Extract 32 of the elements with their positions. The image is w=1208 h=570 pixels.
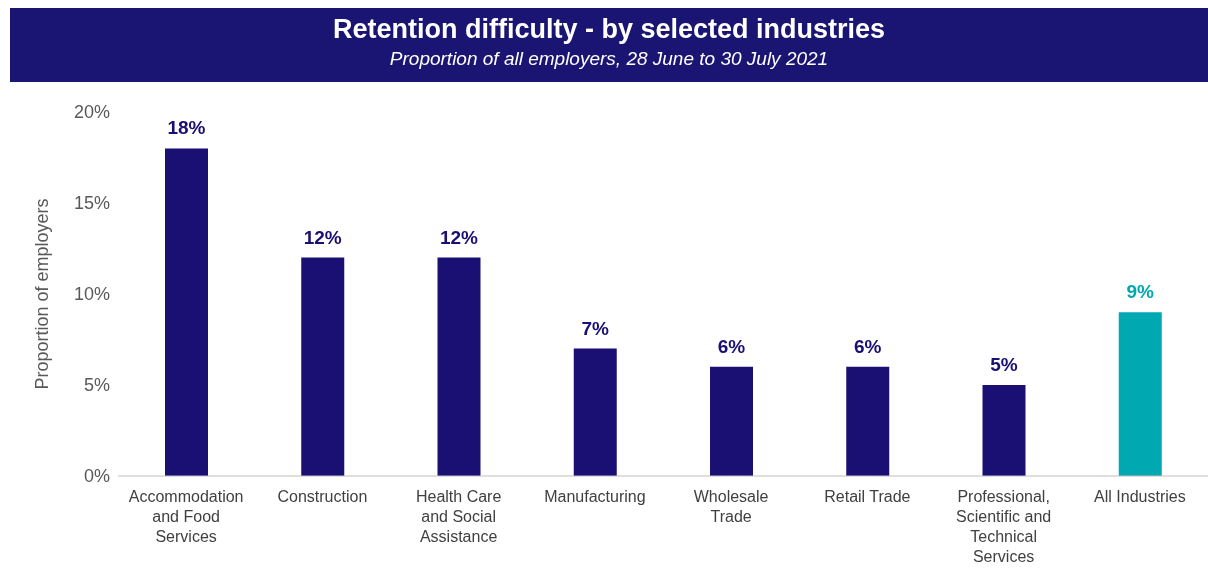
y-tick-label: 5% — [83, 375, 110, 396]
y-axis-title: Proportion of employers — [32, 198, 53, 390]
chart-title: Retention difficulty - by selected industries — [331, 13, 887, 46]
bar — [846, 366, 890, 476]
bar — [301, 257, 345, 476]
x-tick-label: Retail Trade — [824, 488, 911, 505]
data-label: 12% — [439, 226, 479, 248]
bar — [710, 366, 753, 476]
x-tick-label: All Industries — [1094, 488, 1186, 505]
x-tick-label: Health Care and Social Assistance — [415, 488, 502, 545]
x-tick-label: Construction — [277, 488, 368, 505]
data-label: 6% — [717, 335, 746, 357]
bar — [165, 148, 208, 476]
chart-subtitle: Proportion of all employers, 28 June to 30 July 2021 — [388, 47, 830, 71]
bar — [1118, 312, 1162, 476]
bar — [982, 385, 1026, 476]
x-tick-label: Professional, Scientific and Technical Services — [956, 488, 1052, 565]
y-tick-label: 0% — [83, 466, 110, 487]
data-label: 6% — [854, 335, 882, 357]
data-label: 18% — [167, 117, 206, 139]
x-tick-label: Accommodation and Food Services — [128, 488, 244, 545]
x-tick-label: Wholesale Trade — [693, 488, 769, 525]
x-tick-label: Manufacturing — [544, 488, 646, 505]
y-tick-label: 10% — [73, 284, 110, 305]
data-label: 9% — [1126, 281, 1155, 303]
bar — [573, 348, 617, 476]
data-label: 7% — [581, 317, 610, 339]
data-label: 5% — [990, 354, 1018, 375]
data-label: 12% — [303, 226, 342, 248]
y-tick-label: 20% — [73, 102, 110, 123]
y-tick-label: 15% — [73, 193, 110, 214]
bar — [437, 257, 481, 476]
